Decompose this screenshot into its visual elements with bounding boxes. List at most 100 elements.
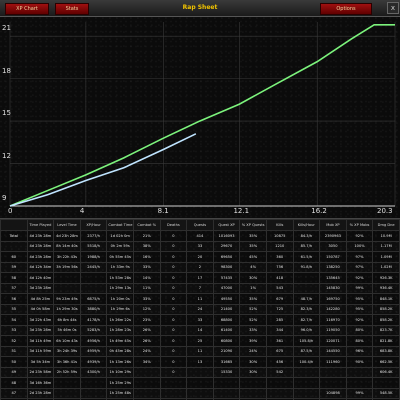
column-header[interactable]: Mob XP: [319, 219, 347, 231]
level-cell: 52: [0, 335, 28, 347]
table-cell: 97%: [345, 261, 374, 273]
table-cell: 0: [159, 293, 188, 305]
table-cell: [186, 387, 214, 399]
close-button[interactable]: x: [387, 2, 399, 14]
table-row[interactable]: 56 4d 8h 25m 9h 23m 49s 6875/h 1h 20m 0s 33% 0…: [0, 293, 400, 305]
level-cell: 58: [0, 272, 28, 284]
table-row[interactable]: 54 3d 22h 43m 6h 8m 44s 4178/h 1h 26m 22s 23%…: [0, 314, 400, 326]
table-cell: 1h 29m 6s: [106, 303, 134, 315]
options-button[interactable]: Options: [320, 3, 372, 15]
table-cell: [345, 377, 374, 389]
table-cell: 3h 22h 43s: [53, 251, 81, 263]
column-header[interactable]: Quests: [186, 219, 214, 231]
table-cell: 725: [265, 303, 294, 315]
table-row[interactable]: 52 3d 11h 49m 6h 10m 43s 4956/h 1h 49m 45s 26…: [0, 335, 400, 347]
table-cell: 90%: [345, 356, 374, 368]
table-cell: 926.3K: [372, 272, 400, 284]
table-cell: 23%: [132, 314, 161, 326]
table-cell: 33: [186, 240, 214, 252]
table-cell: 11: [186, 345, 214, 357]
table-row[interactable]: 51 3d 11h 59m 3h 24h 39s 4959/h 0h 45m 28s 24…: [0, 345, 400, 357]
table-cell: 144550: [319, 345, 347, 357]
table-cell: 14%: [132, 272, 161, 284]
column-header[interactable]: Dmg Dne: [372, 219, 400, 231]
table-cell: 6h 10m 43s: [53, 335, 81, 347]
table-cell: 0: [159, 324, 188, 336]
table-cell: 0h 55m 45s: [106, 251, 134, 263]
table-cell: 150787: [319, 251, 347, 263]
column-header[interactable]: Time Played: [26, 219, 55, 231]
table-cell: 0: [159, 345, 188, 357]
table-row[interactable]: 48 3d 16h 36m 1h 25m 29s: [0, 377, 400, 389]
table-cell: 87.5/h: [292, 345, 321, 357]
table-cell: 120071: [319, 335, 347, 347]
x-tick-label: 8.1: [157, 207, 169, 215]
level-cell: 56: [0, 293, 28, 305]
table-cell: 1.02M: [372, 261, 400, 273]
table-row[interactable]: 59 4d 12h 34m 3h 19m 56s 2445/h 1h 33m 9s 33%…: [0, 261, 400, 273]
table-cell: 0h 45m 28s: [106, 345, 134, 357]
table-cell: 858.2K: [372, 314, 400, 326]
table-cell: 1h 13m 26s: [106, 356, 134, 368]
table-row[interactable]: 60 4d 23h 28m 3h 22h 43s 1988/h 0h 55m 45s 16…: [0, 251, 400, 263]
table-cell: 1h 25m 48s: [106, 387, 134, 399]
table-cell: 25: [186, 335, 214, 347]
table-cell: 0: [159, 282, 188, 294]
table-cell: 4d 8h 25m: [26, 293, 55, 305]
table-row[interactable]: 47 2d 23h 28m 1h 25m 48s 104898 99% 548.5K: [0, 387, 400, 399]
table-cell: 414: [186, 230, 214, 242]
table-row[interactable]: 58 4d 12h 40m 1h 53m 28s 14% 0 17 57435 30% 418 1…: [0, 272, 400, 284]
table-cell: 20: [186, 251, 214, 263]
table-row[interactable]: 57 3d 23h 28m 1h 29m 13s 11% 0 7 47000 1% 543 145…: [0, 282, 400, 294]
table-cell: 10875: [265, 230, 294, 242]
level-cell: Total: [0, 230, 28, 242]
table-cell: [319, 366, 347, 378]
table-row[interactable]: 49 2d 23h 58m 2h 52h 59s 4300/h 1h 10m 29s 0 1…: [0, 366, 400, 378]
table-row[interactable]: Total 4d 23h 28m 4d 23h 28m 2377/h 1d 02h 0m…: [0, 230, 400, 242]
table-cell: [265, 377, 294, 389]
table-cell: 33: [186, 314, 214, 326]
table-cell: [159, 387, 188, 399]
table-cell: 92%: [345, 272, 374, 284]
column-header[interactable]: Level Time: [53, 219, 81, 231]
table-cell: 4959/h: [79, 345, 108, 357]
table-cell: 1h 53m 28s: [106, 272, 134, 284]
column-header[interactable]: % XP Quests: [239, 219, 267, 231]
table-cell: 1h 33m 9s: [106, 261, 134, 273]
table-cell: 5h 46m 0s: [53, 324, 81, 336]
xp-chart-button[interactable]: XP Chart: [5, 3, 49, 15]
table-row[interactable]: 55 4d 0h 58m 1h 29m 30s 3880/h 1h 29m 6s 12% 0…: [0, 303, 400, 315]
column-header[interactable]: Combat %: [132, 219, 161, 231]
table-cell: 0: [159, 251, 188, 263]
table-row[interactable]: 4d 23h 28m 8h 14m 40s 5518/h 0h 2m 59s 38% 0 3…: [0, 240, 400, 252]
table-cell: 69650: [212, 251, 241, 263]
x-tick-label: 0: [8, 207, 13, 215]
table-cell: 2390963: [319, 230, 347, 242]
y-tick-label: 18: [2, 66, 11, 75]
table-cell: 5518/h: [79, 240, 108, 252]
column-header[interactable]: [0, 219, 28, 231]
table-row[interactable]: 53 3d 23h 28m 5h 46m 0s 5283/h 1h 28m 23s 26%…: [0, 324, 400, 336]
table-cell: 2h 52h 59s: [53, 366, 81, 378]
table-row[interactable]: 50 3d 5h 34m 3h 36h 41s 4939/h 1h 13m 26s 34%…: [0, 356, 400, 368]
table-cell: 662.5K: [372, 356, 400, 368]
column-header[interactable]: Quest XP: [212, 219, 241, 231]
column-header[interactable]: Combat Time: [106, 219, 134, 231]
xp-chart: [9, 22, 396, 207]
table-cell: 4d 12h 34m: [26, 261, 55, 273]
table-cell: 0h 2m 59s: [106, 240, 134, 252]
table-cell: 10.9M: [372, 230, 400, 242]
table-cell: 14: [186, 324, 214, 336]
table-cell: 7: [186, 282, 214, 294]
table-cell: 21400: [212, 303, 241, 315]
column-header[interactable]: XP/Hour: [79, 219, 108, 231]
table-cell: 2445/h: [79, 261, 108, 273]
table-cell: 60800: [212, 335, 241, 347]
column-header[interactable]: Deaths: [159, 219, 188, 231]
column-header[interactable]: Kills/Hour: [292, 219, 321, 231]
stats-button[interactable]: Stats: [55, 3, 89, 15]
column-header[interactable]: % XP Mobs: [345, 219, 374, 231]
column-header[interactable]: Kills: [265, 219, 294, 231]
y-tick-label: 21: [2, 24, 11, 33]
